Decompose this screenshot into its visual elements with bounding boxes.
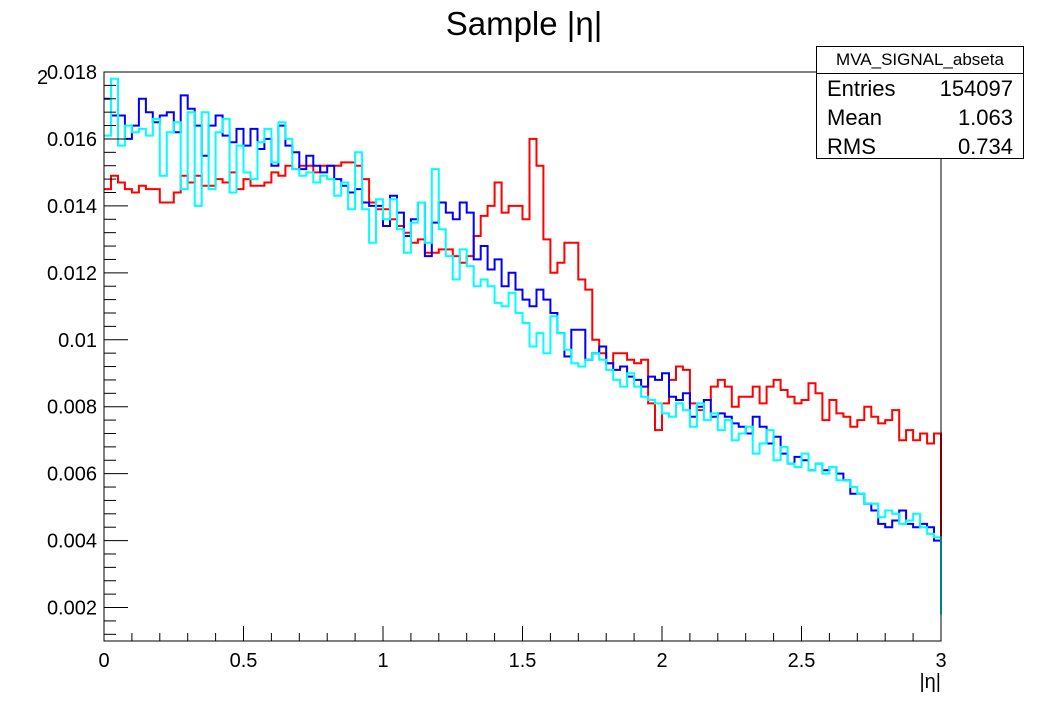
stats-label: RMS (827, 134, 876, 159)
stats-label: Mean (827, 105, 883, 130)
stats-value: 1.063 (957, 105, 1013, 130)
y-tick-label: 0.006 (47, 464, 97, 486)
stats-title: MVA_SIGNAL_abseta (817, 47, 1023, 74)
y-tick-label: 0.01 (58, 330, 97, 352)
stats-row-rms: RMS 0.734 (817, 132, 1023, 161)
y-tick-label: 0.002 (47, 598, 97, 620)
x-axis-label: |η| (919, 671, 941, 693)
stats-value: 154097 (939, 76, 1013, 101)
x-tick-label: 2.5 (788, 650, 816, 672)
chart-title: Sample |η| (446, 5, 603, 42)
stats-value: 0.734 (957, 134, 1013, 159)
y-tick-label: 0.016 (47, 129, 97, 151)
stats-row-entries: Entries 154097 (817, 74, 1023, 103)
stats-row-mean: Mean 1.063 (817, 103, 1023, 132)
y-tick-label: 0.004 (47, 531, 97, 553)
stats-label: Entries (827, 76, 896, 101)
y-tick-label: 0.012 (47, 263, 97, 285)
histogram-series-2 (104, 77, 942, 615)
x-tick-label: 0.5 (230, 650, 258, 672)
y-tick-label: 0.014 (47, 196, 97, 218)
x-tick-label: 2 (656, 650, 667, 672)
stats-box: MVA_SIGNAL_abseta Entries 154097 Mean 1.… (816, 46, 1024, 159)
x-tick-label: 3 (935, 650, 946, 672)
histogram-series-0 (104, 137, 942, 575)
x-tick-label: 1 (377, 650, 388, 672)
y-exponent-label: 2 (37, 67, 48, 89)
y-tick-label: 0.008 (47, 397, 97, 419)
x-tick-label: 0 (98, 650, 109, 672)
y-tick-label: 0.018 (47, 62, 97, 84)
x-tick-label: 1.5 (509, 650, 537, 672)
